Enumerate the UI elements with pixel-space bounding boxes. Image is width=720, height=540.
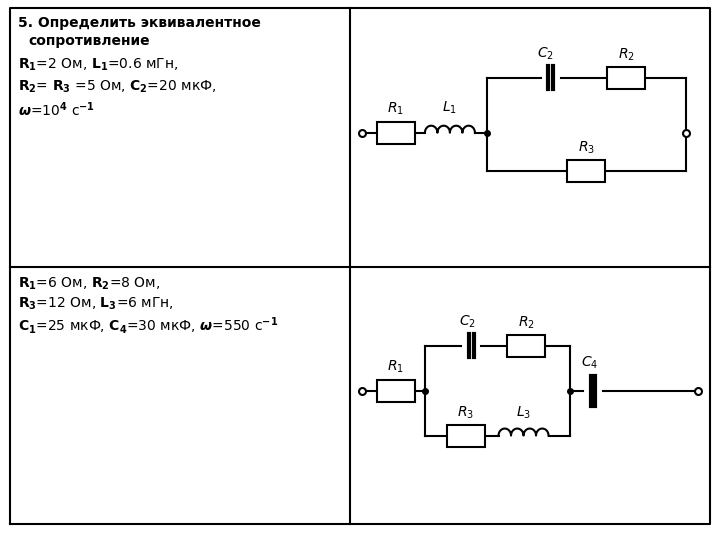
Text: $L_3$: $L_3$: [516, 404, 531, 421]
Text: $R_2$: $R_2$: [618, 46, 634, 63]
Text: $\mathbf{R_1}$=6 Ом, $\mathbf{R_2}$=8 Ом,: $\mathbf{R_1}$=6 Ом, $\mathbf{R_2}$=8 Ом…: [18, 275, 161, 292]
Bar: [567, 160, 606, 181]
Text: $R_2$: $R_2$: [518, 314, 535, 330]
Text: $C_2$: $C_2$: [459, 314, 476, 330]
Text: 5. Определить эквивалентное: 5. Определить эквивалентное: [18, 16, 261, 30]
Bar: [607, 67, 645, 89]
Text: $\mathbf{R_3}$=12 Ом, $\mathbf{L_3}$=6 мГн,: $\mathbf{R_3}$=12 Ом, $\mathbf{L_3}$=6 м…: [18, 295, 174, 312]
Bar: [377, 122, 415, 144]
Text: $\mathbf{R_2}$= $\mathbf{R_3}$ =5 Ом, $\mathbf{C_2}$=20 мкФ,: $\mathbf{R_2}$= $\mathbf{R_3}$ =5 Ом, $\…: [18, 78, 217, 94]
Text: $C_2$: $C_2$: [537, 46, 554, 63]
Text: $R_1$: $R_1$: [387, 358, 405, 375]
Text: $\boldsymbol{\omega}$=10$\mathbf{^4}$ с$\mathbf{^{-1}}$: $\boldsymbol{\omega}$=10$\mathbf{^4}$ с$…: [18, 100, 95, 119]
Bar: [377, 380, 415, 402]
Text: $\mathbf{C_1}$=25 мкФ, $\mathbf{C_4}$=30 мкФ, $\boldsymbol{\omega}$=550 с$\mathb: $\mathbf{C_1}$=25 мкФ, $\mathbf{C_4}$=30…: [18, 315, 278, 336]
Text: сопротивление: сопротивление: [28, 34, 150, 48]
Bar: [508, 335, 546, 356]
Text: $C_4$: $C_4$: [581, 354, 598, 370]
Text: $R_1$: $R_1$: [387, 100, 405, 117]
Text: $\mathbf{R_1}$=2 Ом, $\mathbf{L_1}$=0.6 мГн,: $\mathbf{R_1}$=2 Ом, $\mathbf{L_1}$=0.6 …: [18, 56, 179, 72]
Text: $L_1$: $L_1$: [442, 99, 457, 116]
Text: $R_3$: $R_3$: [578, 139, 595, 156]
Bar: [446, 424, 485, 447]
Text: $R_3$: $R_3$: [457, 404, 474, 421]
